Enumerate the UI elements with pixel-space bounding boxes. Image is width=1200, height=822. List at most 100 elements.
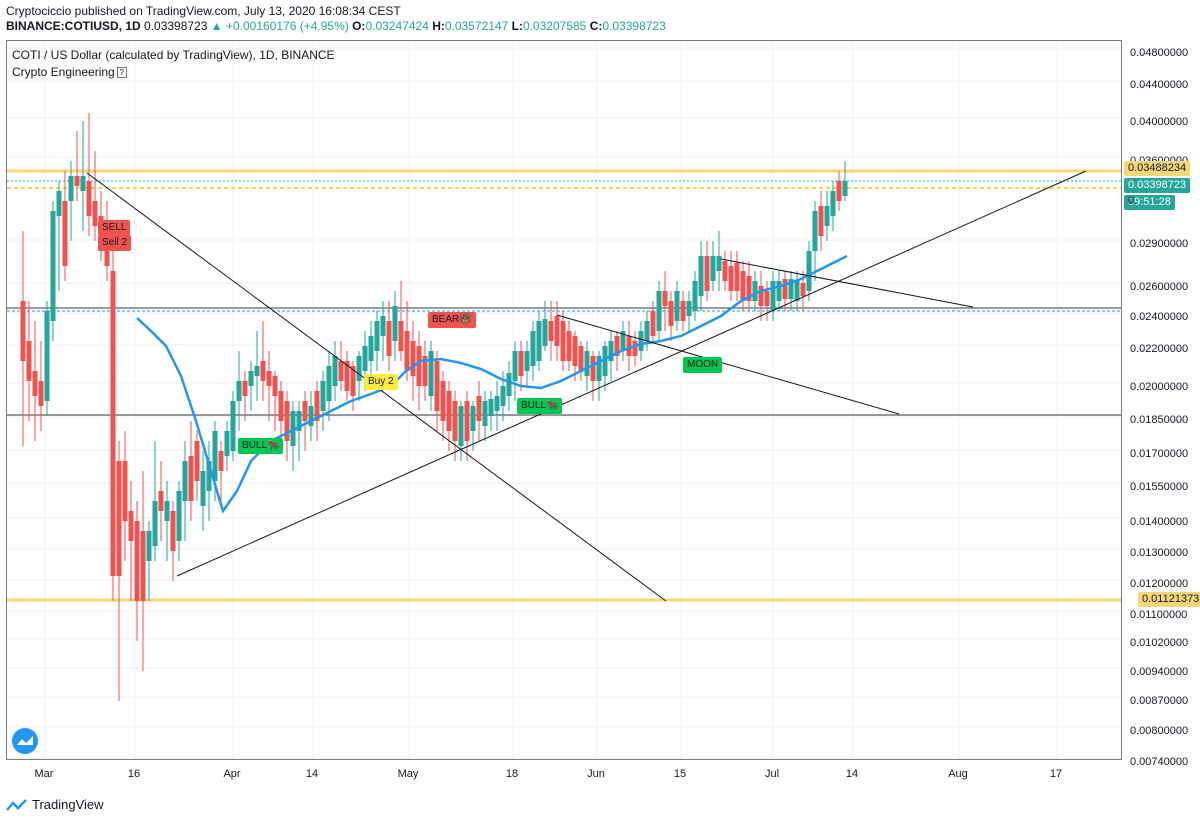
candle-body (356, 356, 362, 381)
price-tick-label: 0.01100000 (1130, 609, 1188, 621)
chart-pane[interactable] (6, 40, 1122, 760)
candle-body (746, 276, 752, 301)
candle-body (56, 191, 62, 216)
candle-body (236, 381, 242, 401)
candle-body (500, 386, 506, 406)
candle-body (680, 301, 686, 321)
candle-body (470, 406, 476, 431)
candle-body (668, 301, 674, 326)
close-label: C: (589, 19, 603, 33)
footer-brand[interactable]: TradingView (6, 797, 104, 812)
candle-body (140, 531, 146, 601)
candle-body (704, 256, 710, 291)
time-tick-label: 14 (845, 768, 859, 780)
candle-body (68, 176, 74, 201)
tradingview-brand-text: TradingView (32, 797, 104, 812)
candle-body (272, 376, 278, 396)
candle-body (32, 371, 38, 396)
candle-body (164, 501, 170, 521)
candle-body (560, 321, 566, 361)
candle-body (800, 283, 806, 296)
help-icon[interactable]: ? (116, 67, 127, 79)
time-tick-label: Aug (948, 768, 968, 780)
price-tick-label: 0.02200000 (1130, 343, 1189, 355)
price-tick-label: 0.04800000 (1130, 47, 1189, 59)
publish-line: Cryptociccio published on TradingView.co… (6, 4, 401, 18)
candle-body (116, 461, 122, 576)
candle-body (350, 366, 356, 396)
price-axis[interactable]: 0.048000000.044000000.040000000.03600000… (1122, 40, 1200, 768)
candle-body (44, 311, 50, 401)
candle-body (566, 331, 572, 361)
moving-average-line (136, 254, 848, 514)
candle-body (338, 361, 344, 381)
time-tick-label: Mar (34, 768, 54, 780)
candle-body (842, 181, 848, 196)
candle-body (80, 176, 86, 191)
candle-body (260, 361, 266, 381)
candle-body (788, 279, 794, 299)
price-tick-label: 0.01200000 (1130, 578, 1189, 590)
price-chart[interactable] (7, 41, 1122, 760)
candle-body (728, 266, 734, 291)
candle-body (740, 271, 746, 301)
signal-sell: SELL (98, 220, 131, 236)
candle-body (602, 346, 608, 376)
candle-body (368, 336, 374, 361)
candle-body (608, 341, 614, 361)
candle-body (656, 291, 662, 331)
candle-body (380, 316, 386, 336)
candle-body (476, 396, 482, 421)
time-tick-label: Jul (764, 768, 780, 780)
candle-body (818, 206, 824, 236)
candle-body (428, 351, 434, 396)
candle-body (392, 306, 398, 341)
candle-body (20, 301, 26, 361)
low-label: L: (511, 19, 523, 33)
candle-body (374, 321, 380, 351)
series-legend-title: COTI / US Dollar (calculated by TradingV… (12, 48, 335, 62)
candle-body (452, 401, 458, 441)
candle-body (524, 351, 530, 371)
candle-body (626, 336, 632, 356)
candle-body (572, 336, 578, 366)
candle-body (464, 401, 470, 441)
candle-body (92, 201, 98, 226)
signal-bull-1: BULL🐂 (238, 438, 284, 454)
high-label: H: (432, 19, 445, 33)
price-tick-label: 0.01850000 (1130, 414, 1189, 426)
last-price: 0.03398723 (144, 19, 208, 33)
candle-body (716, 256, 722, 271)
candle-body (620, 331, 626, 351)
candle-body (824, 206, 830, 226)
low-value: 0.03207585 (522, 19, 587, 33)
signal-sell-2: Sell 2 (98, 235, 132, 251)
descending-trendline-3 (720, 258, 974, 308)
candle-body (650, 311, 656, 336)
candle-body (512, 351, 518, 381)
candle-body (692, 281, 698, 311)
time-tick-label: 18 (505, 768, 519, 780)
candle-body (62, 201, 68, 266)
time-tick-label: May (397, 768, 419, 780)
candle-body (362, 346, 368, 371)
signal-bull-2: BULL🐂 (517, 398, 563, 414)
candle-body (386, 321, 392, 356)
indicator-legend[interactable]: Crypto Engineering? (12, 65, 127, 79)
candle-body (398, 321, 404, 351)
candle-body (584, 351, 590, 376)
candle-body (74, 176, 80, 186)
tradingview-logo-icon (6, 798, 27, 811)
tradingview-watermark-icon[interactable] (12, 728, 38, 754)
time-tick-label: Jun (587, 768, 605, 780)
candle-body (530, 331, 536, 366)
resistance-price-badge: 0.03488234 (1124, 161, 1191, 176)
signal-buy-2: Buy 2 (364, 374, 398, 390)
candle-body (86, 181, 92, 216)
price-tick-label: 0.00800000 (1130, 725, 1189, 737)
candle-body (542, 319, 548, 346)
candle-body (242, 381, 248, 396)
candle-body (764, 291, 770, 306)
candle-body (554, 316, 560, 346)
candle-body (662, 291, 668, 306)
